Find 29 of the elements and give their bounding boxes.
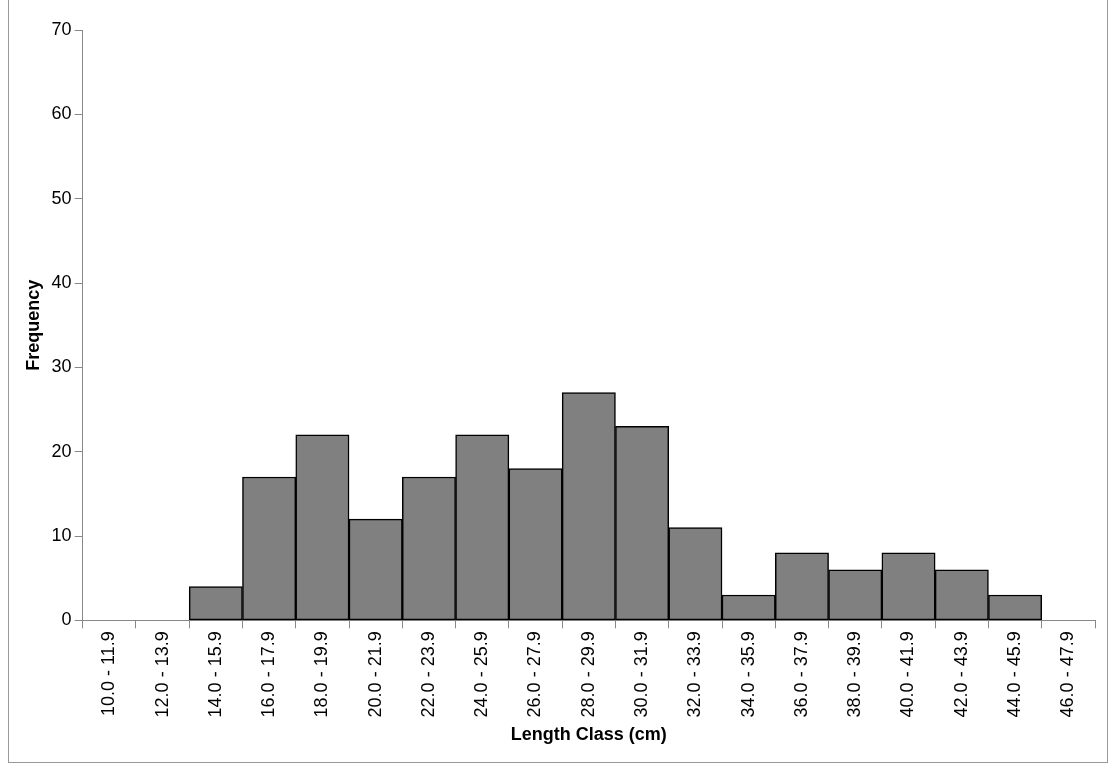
- x-tick-label: 16.0 - 17.9: [258, 631, 279, 718]
- y-tick-label: 30: [51, 356, 72, 377]
- x-tick-label: 44.0 - 45.9: [1004, 631, 1025, 718]
- x-tick-label: 32.0 - 33.9: [684, 631, 705, 718]
- y-tick-label: 40: [51, 271, 72, 292]
- y-tick-label: 0: [61, 609, 72, 630]
- y-tick-label: 50: [51, 187, 72, 208]
- x-tick-label: 40.0 - 41.9: [897, 631, 918, 718]
- x-tick-label: 20.0 - 21.9: [364, 631, 385, 718]
- x-tick-label: 34.0 - 35.9: [737, 631, 758, 718]
- x-tick-label: 38.0 - 39.9: [844, 631, 865, 718]
- x-tick-label: 10.0 - 11.9: [98, 631, 119, 717]
- y-tick-label: 20: [51, 440, 72, 461]
- x-tick-label: 26.0 - 27.9: [524, 631, 545, 718]
- y-tick-label: 70: [51, 18, 72, 39]
- x-tick-label: 12.0 - 13.9: [151, 631, 172, 718]
- y-axis-title: Frequency: [22, 279, 43, 371]
- x-tick-label: 36.0 - 37.9: [790, 631, 811, 718]
- x-tick-label: 42.0 - 43.9: [950, 631, 971, 718]
- x-tick-label: 28.0 - 29.9: [577, 631, 598, 718]
- x-axis-title: Length Class (cm): [510, 724, 667, 745]
- y-tick-label: 10: [51, 524, 72, 545]
- x-tick-label: 18.0 - 19.9: [311, 631, 332, 718]
- x-tick-label: 14.0 - 15.9: [204, 631, 225, 718]
- x-tick-label: 24.0 - 25.9: [471, 631, 492, 718]
- x-tick-label: 30.0 - 31.9: [631, 631, 652, 718]
- x-tick-label: 22.0 - 23.9: [417, 631, 438, 718]
- y-tick-label: 60: [51, 103, 72, 124]
- x-tick-label: 46.0 - 47.9: [1057, 631, 1078, 718]
